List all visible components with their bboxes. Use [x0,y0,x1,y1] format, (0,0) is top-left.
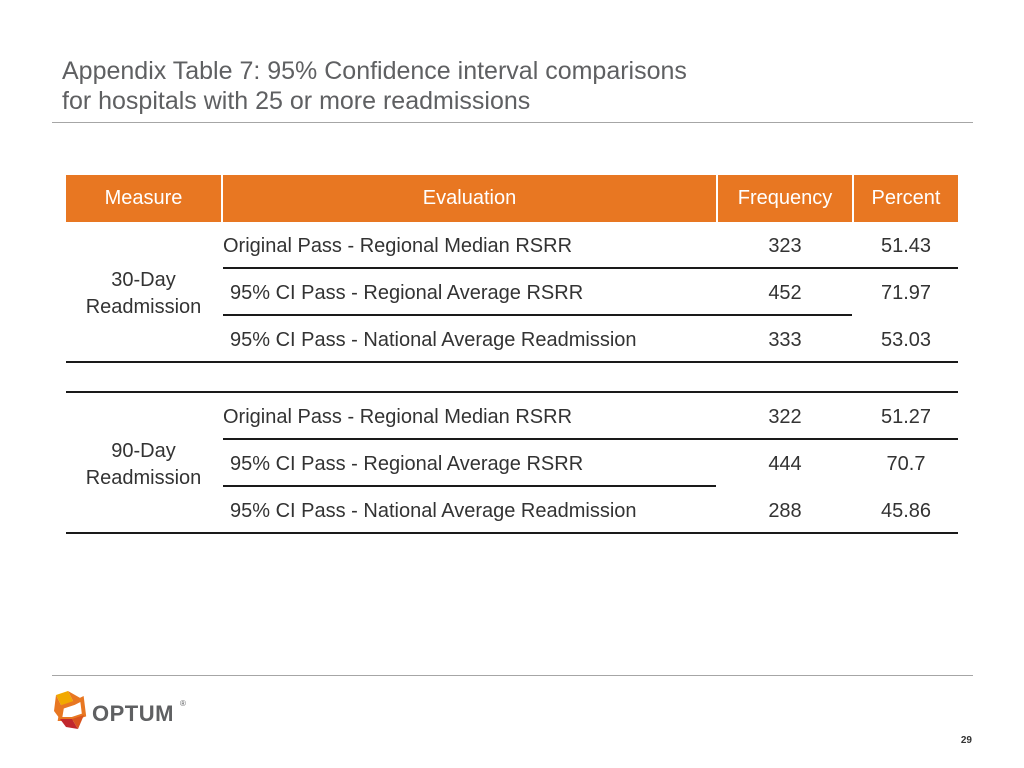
header-evaluation: Evaluation [422,187,517,209]
measure-label: 90-Day [111,440,176,462]
optum-wordmark: OPTUM [92,701,174,726]
percent-cell: 53.03 [880,329,932,351]
measure-cell-90-day: 90-Day Readmission [66,438,221,492]
percent-cell: 51.27 [880,406,932,428]
title-divider [52,122,973,123]
evaluation-cell: Original Pass - Regional Median RSRR [223,235,573,257]
evaluation-cell: Original Pass - Regional Median RSRR [223,406,573,428]
optum-logo: OPTUM ® [52,689,192,739]
title-line-1: Appendix Table 7: 95% Confidence interva… [62,57,687,85]
measure-cell-30-day: 30-Day Readmission [66,267,221,321]
evaluation-cell: 95% CI Pass - Regional Average RSRR [230,453,584,475]
footer-divider [52,675,973,676]
measure-label: Readmission [85,296,202,318]
measure-label: Readmission [85,467,202,489]
page-title: Appendix Table 7: 95% Confidence interva… [62,56,962,116]
confidence-interval-table: Measure Evaluation Frequency Percent 30-… [66,175,958,535]
evaluation-cell: 95% CI Pass - Regional Average RSRR [230,282,584,304]
frequency-cell: 452 [768,282,802,304]
percent-cell: 71.97 [880,282,932,304]
row-divider [223,267,958,269]
page-number: 29 [960,735,972,746]
optum-logo-icon [54,691,87,729]
row-divider [223,485,716,487]
percent-cell: 70.7 [886,453,926,475]
frequency-cell: 288 [768,500,802,522]
measure-label: 30-Day [111,269,176,291]
evaluation-cell: 95% CI Pass - National Average Readmissi… [230,329,637,351]
header-frequency: Frequency [737,187,833,209]
frequency-cell: 444 [768,453,802,475]
table-bottom-border [66,532,958,534]
title-line-2: for hospitals with 25 or more readmissio… [62,87,531,115]
header-divider [716,175,718,222]
header-measure: Measure [104,187,183,209]
frequency-cell: 322 [768,406,802,428]
percent-cell: 51.43 [880,235,932,257]
row-divider [223,438,958,440]
evaluation-cell: 95% CI Pass - National Average Readmissi… [230,500,637,522]
frequency-cell: 323 [768,235,802,257]
header-divider [221,175,223,222]
header-percent: Percent [871,187,941,209]
header-divider [852,175,854,222]
frequency-cell: 333 [768,329,802,351]
percent-cell: 45.86 [880,500,932,522]
registered-mark: ® [180,699,186,708]
row-divider [223,314,852,316]
group-divider [66,391,958,393]
group-divider [66,361,958,363]
table-header-row: Measure Evaluation Frequency Percent [66,175,958,222]
